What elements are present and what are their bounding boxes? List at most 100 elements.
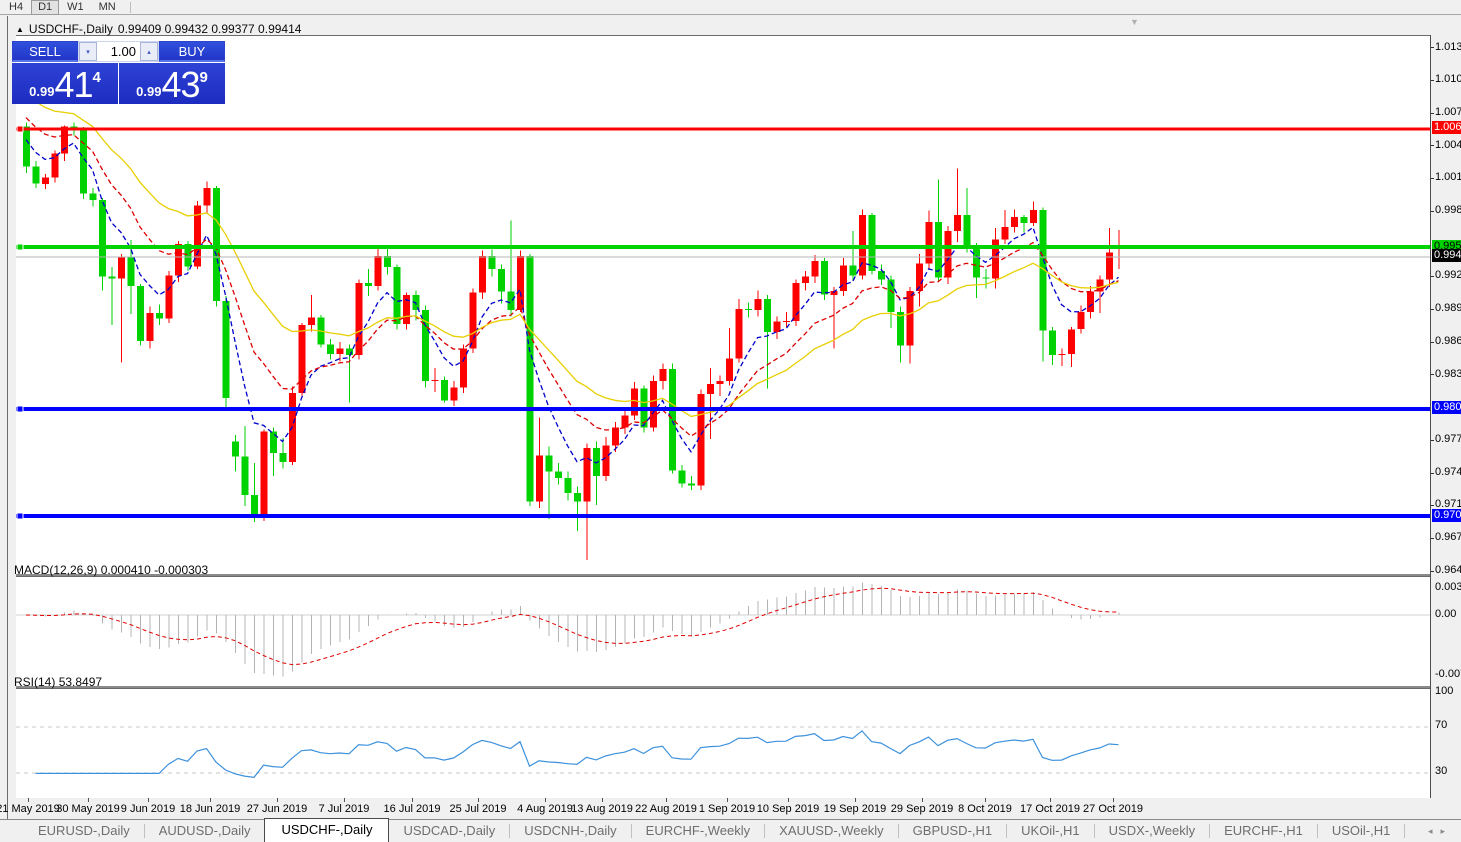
candle-body — [574, 493, 581, 502]
candle-body — [868, 215, 876, 271]
date-axis-label: 4 Aug 2019 — [517, 803, 573, 815]
level-line-handle — [16, 243, 24, 251]
price-axis-label: 1.00740 — [1435, 106, 1461, 118]
sell-price-prefix: 0.99 — [29, 84, 55, 99]
date-axis-label: 27 Oct 2019 — [1083, 803, 1143, 815]
candle-body — [925, 222, 933, 264]
level-line-handle — [16, 125, 24, 133]
axis-tick — [1431, 145, 1434, 146]
buy-price-point: 9 — [199, 69, 208, 86]
candle-body — [963, 215, 971, 248]
candle-body — [735, 308, 743, 359]
date-axis-label: 13 Aug 2019 — [571, 803, 633, 815]
candle-body — [602, 445, 610, 476]
chart-shift-marker-icon[interactable]: ▼ — [1130, 17, 1139, 27]
axis-tick — [1431, 440, 1434, 441]
sell-button[interactable]: SELL — [12, 41, 78, 62]
candle-body — [137, 286, 144, 342]
candle-body — [849, 265, 857, 276]
candle-body — [479, 256, 486, 293]
volume-decrease-button[interactable]: ▾ — [79, 42, 97, 61]
tab-separator — [1209, 824, 1211, 838]
tab-usdx-weekly[interactable]: USDX-,Weekly — [1108, 823, 1196, 838]
tab-eurusd-daily[interactable]: EURUSD-,Daily — [38, 823, 130, 838]
date-tick — [922, 798, 923, 802]
buy-price-tile[interactable]: 0.99 43 9 — [119, 63, 225, 104]
candle-body — [203, 188, 211, 206]
sell-price-tile[interactable]: 0.99 41 4 — [12, 63, 118, 104]
axis-tick — [1431, 178, 1434, 179]
price-axis-label: 0.96490 — [1435, 564, 1461, 576]
candle-body — [32, 166, 40, 184]
candle-body — [384, 256, 391, 267]
candle-body — [165, 275, 173, 319]
candle-body — [792, 282, 800, 322]
tab-usoil-h1[interactable]: USOil-,H1 — [1331, 823, 1391, 838]
candle-body — [887, 279, 895, 312]
candle-body — [526, 256, 534, 502]
timeframe-button-w1[interactable]: W1 — [67, 0, 84, 13]
candle-body — [830, 291, 838, 295]
ma-line-24 — [25, 93, 1119, 418]
date-tick — [344, 798, 345, 802]
candle-body — [61, 126, 68, 154]
date-tick — [985, 798, 986, 802]
candle-body — [593, 447, 600, 476]
candle-body — [460, 348, 467, 388]
timeframe-button-mn[interactable]: MN — [98, 0, 116, 13]
candle-body — [327, 344, 334, 354]
tab-separator — [509, 824, 511, 838]
volume-increase-button[interactable]: ▴ — [140, 42, 158, 61]
buy-price-pips: 43 — [161, 64, 200, 105]
tab-eurchf-weekly[interactable]: EURCHF-,Weekly — [645, 823, 751, 838]
tab-usdcnh-daily[interactable]: USDCNH-,Daily — [524, 823, 617, 838]
date-axis-label: 29 Sep 2019 — [890, 803, 954, 815]
ma-line-6 — [25, 139, 1119, 464]
tab-audusd-daily[interactable]: AUDUSD-,Daily — [158, 823, 251, 838]
candle-body — [222, 301, 230, 399]
indicator-axis-label: 0.00 — [1435, 608, 1457, 620]
rsi-chart — [16, 726, 1430, 778]
price-pane[interactable] — [16, 35, 1430, 575]
date-axis-label: 25 Jul 2019 — [449, 803, 507, 815]
macd-pane[interactable] — [16, 576, 1430, 687]
candle-body — [213, 188, 220, 302]
tab-gbpusd-h1[interactable]: GBPUSD-,H1 — [912, 823, 993, 838]
axis-tick — [1431, 342, 1434, 343]
candle-body — [1030, 210, 1037, 224]
tab-usdcad-daily[interactable]: USDCAD-,Daily — [403, 823, 496, 838]
volume-input[interactable]: 1.00 — [97, 42, 140, 61]
date-tick — [545, 798, 546, 802]
candle-body — [1077, 312, 1085, 330]
tab-xauusd-weekly[interactable]: XAUUSD-,Weekly — [779, 823, 884, 838]
rsi-pane[interactable] — [16, 688, 1430, 814]
axis-tick — [1431, 113, 1434, 114]
date-axis-label: 1 Sep 2019 — [698, 803, 756, 815]
indicator-axis-label: -0.00749 — [1435, 668, 1461, 680]
candle-body — [488, 256, 496, 269]
timeframe-button-d1[interactable]: D1 — [31, 0, 60, 15]
candle-body — [564, 478, 572, 494]
tab-usdchf-daily[interactable]: USDCHF-,Daily — [264, 818, 390, 842]
timeframe-button-h4[interactable]: H4 — [9, 0, 24, 13]
axis-tick — [1431, 473, 1434, 474]
date-tick — [148, 798, 149, 802]
tab-scroll-arrows[interactable]: ◂▸ — [1427, 826, 1453, 836]
date-tick — [478, 798, 479, 802]
candle-body — [916, 263, 923, 291]
candle-body — [184, 244, 192, 267]
buy-button[interactable]: BUY — [159, 41, 225, 62]
macd-histogram — [35, 582, 1120, 677]
candle-body — [270, 431, 277, 454]
date-axis-label: 17 Oct 2019 — [1020, 803, 1080, 815]
candle-body — [536, 455, 543, 502]
candle-body — [840, 265, 847, 291]
tab-eurchf-h1[interactable]: EURCHF-,H1 — [1224, 823, 1303, 838]
date-tick — [855, 798, 856, 802]
candle-body — [973, 247, 980, 278]
tab-ukoil-h1[interactable]: UKOil-,H1 — [1021, 823, 1080, 838]
level-lines-group — [16, 125, 1430, 520]
axis-tick — [1431, 538, 1434, 539]
date-tick — [1113, 798, 1114, 802]
price-axis-label: 0.97100 — [1435, 498, 1461, 510]
